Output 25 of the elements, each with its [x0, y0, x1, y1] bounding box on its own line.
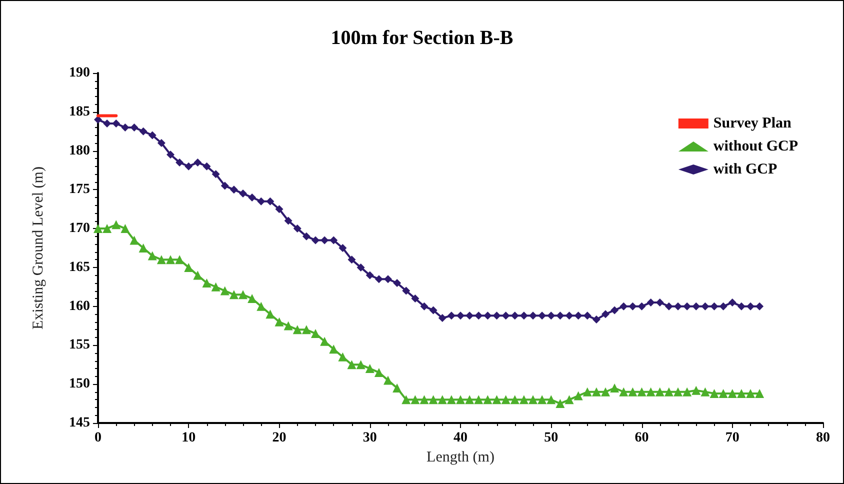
y-tick-label: 190: [69, 66, 90, 80]
x-tick-label: 20: [272, 430, 286, 446]
y-tick-label: 155: [69, 338, 90, 353]
y-tick-label: 165: [69, 260, 90, 275]
y-tick-label: 170: [69, 221, 90, 236]
legend-label: with GCP: [713, 162, 778, 178]
x-axis-title: Length (m): [426, 449, 494, 466]
y-tick-label: 145: [69, 416, 90, 430]
x-tick-label: 10: [182, 430, 196, 446]
chart-title: 100m for Section B-B: [330, 27, 514, 49]
x-tick-label: 50: [544, 430, 558, 446]
x-tick-label: 80: [816, 430, 830, 446]
x-tick-label: 30: [362, 430, 377, 446]
y-axis-title: Existing Ground Level (m): [30, 166, 46, 330]
x-tick-label: 70: [725, 430, 740, 446]
x-tick-label: 60: [634, 430, 649, 446]
legend-label: without GCP: [713, 138, 798, 154]
y-tick-label: 150: [69, 376, 90, 392]
y-tick-label: 160: [69, 298, 90, 314]
x-tick-label: 40: [454, 430, 468, 446]
y-tick-label: 180: [69, 143, 90, 158]
legend-label: Survey Plan: [713, 116, 792, 132]
y-tick-label: 175: [69, 182, 90, 198]
y-tick-label: 185: [69, 104, 90, 120]
x-tick-label: 0: [94, 430, 102, 446]
